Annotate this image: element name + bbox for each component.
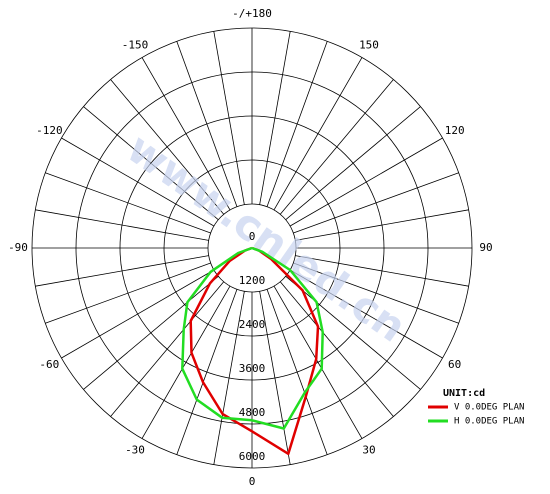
angle-tick-label: 90 bbox=[479, 241, 492, 254]
angle-tick-label: -60 bbox=[39, 358, 59, 371]
legend-label: V 0.0DEG PLAN bbox=[454, 403, 524, 413]
angle-tick-label: 150 bbox=[359, 38, 379, 51]
angle-tick-label: 60 bbox=[448, 358, 461, 371]
radial-tick-label: 4800 bbox=[239, 406, 266, 419]
ring bbox=[207, 203, 297, 293]
angle-tick-label: 30 bbox=[362, 444, 375, 457]
radial-tick-label: 1200 bbox=[239, 274, 266, 287]
angle-tick-label: 120 bbox=[445, 124, 465, 137]
angle-tick-label: 0 bbox=[249, 475, 256, 488]
ring bbox=[75, 71, 429, 425]
ring bbox=[31, 27, 473, 469]
angle-tick-label: -/+180 bbox=[232, 7, 272, 20]
ring bbox=[119, 115, 385, 381]
radial-tick-label: 0 bbox=[249, 230, 256, 243]
angle-tick-label: -90 bbox=[8, 241, 28, 254]
angle-tick-label: -30 bbox=[125, 444, 145, 457]
series-line bbox=[181, 246, 324, 430]
series-line bbox=[189, 246, 320, 456]
unit-label: UNIT:cd bbox=[443, 388, 485, 399]
angle-tick-label: -120 bbox=[36, 124, 63, 137]
watermark: www.cnled.cn bbox=[118, 123, 415, 351]
grid bbox=[31, 27, 473, 469]
angle-tick-label: -150 bbox=[122, 38, 149, 51]
radial-tick-label: 3600 bbox=[239, 362, 266, 375]
legend-label: H 0.0DEG PLAN bbox=[454, 417, 524, 427]
radial-tick-label: 6000 bbox=[239, 450, 266, 463]
ring bbox=[163, 159, 341, 337]
radial-tick-label: 2400 bbox=[239, 318, 266, 331]
